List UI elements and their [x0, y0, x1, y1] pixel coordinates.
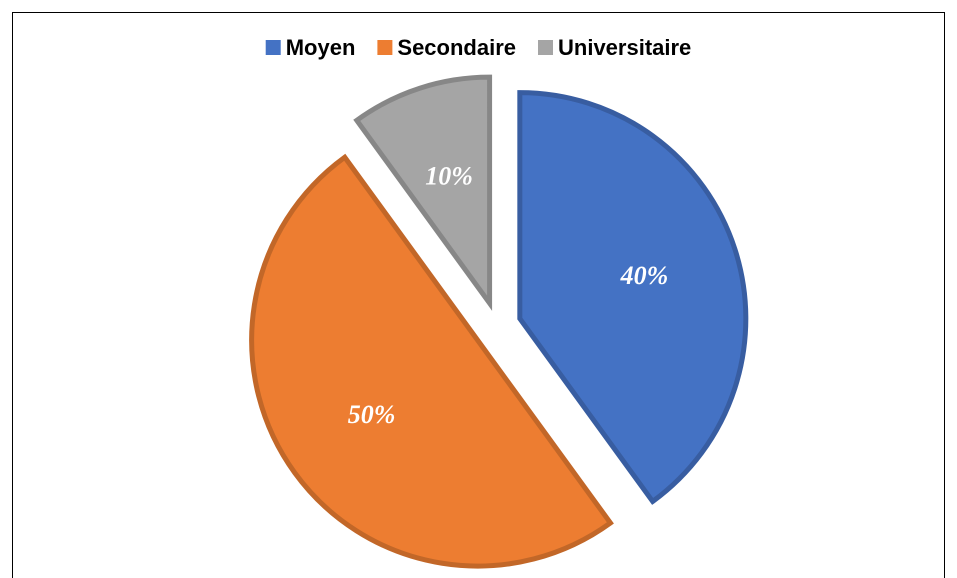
legend-label: Secondaire [397, 35, 516, 60]
pie-slice [353, 74, 493, 311]
legend-swatch [538, 40, 553, 55]
pie-slice [249, 153, 614, 569]
legend-swatch [377, 40, 393, 55]
legend: Moyen Secondaire Universitaire [265, 35, 691, 60]
data-label: 10% [425, 161, 473, 190]
legend-swatch [265, 40, 281, 55]
data-label: 40% [620, 261, 669, 290]
legend-label: Universitaire [558, 35, 691, 60]
pie-slice [517, 90, 749, 505]
data-label: 50% [348, 400, 396, 429]
legend-label: Moyen [286, 35, 356, 60]
